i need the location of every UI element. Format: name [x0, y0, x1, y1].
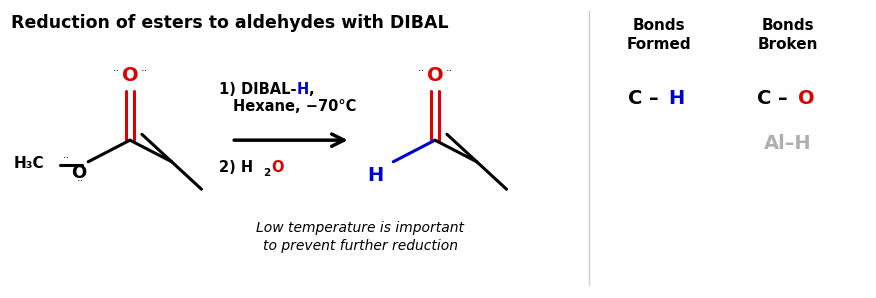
Text: Hexane, −70°C: Hexane, −70°C — [233, 99, 357, 114]
Text: 2) H: 2) H — [219, 160, 253, 175]
Text: C: C — [628, 89, 643, 108]
Text: ··: ·· — [112, 66, 120, 77]
Text: ··: ·· — [445, 66, 453, 77]
Text: O: O — [271, 160, 284, 175]
Text: 2: 2 — [263, 167, 271, 178]
Text: O: O — [71, 164, 86, 182]
Text: H₃C: H₃C — [14, 156, 45, 171]
Text: ··: ·· — [77, 176, 84, 186]
Text: ··: ·· — [418, 66, 425, 77]
Text: C: C — [758, 89, 772, 108]
Text: O: O — [798, 89, 815, 108]
Text: ··: ·· — [140, 66, 147, 77]
Text: H: H — [668, 89, 685, 108]
Text: ,: , — [307, 82, 314, 97]
Text: ··: ·· — [63, 153, 70, 163]
Text: H: H — [367, 166, 384, 185]
Text: Reduction of esters to aldehydes with DIBAL: Reduction of esters to aldehydes with DI… — [11, 14, 449, 32]
Text: –: – — [649, 89, 659, 108]
Text: O: O — [427, 66, 443, 85]
Text: to prevent further reduction: to prevent further reduction — [263, 239, 458, 253]
Text: 1) DIBAL-: 1) DIBAL- — [219, 82, 297, 97]
Text: O: O — [122, 66, 138, 85]
Text: H: H — [297, 82, 309, 97]
Text: –: – — [778, 89, 788, 108]
Text: Bonds
Formed: Bonds Formed — [626, 18, 691, 52]
Text: Bonds
Broken: Bonds Broken — [758, 18, 818, 52]
Text: Low temperature is important: Low temperature is important — [257, 221, 464, 235]
Text: Al–H: Al–H — [764, 134, 811, 153]
